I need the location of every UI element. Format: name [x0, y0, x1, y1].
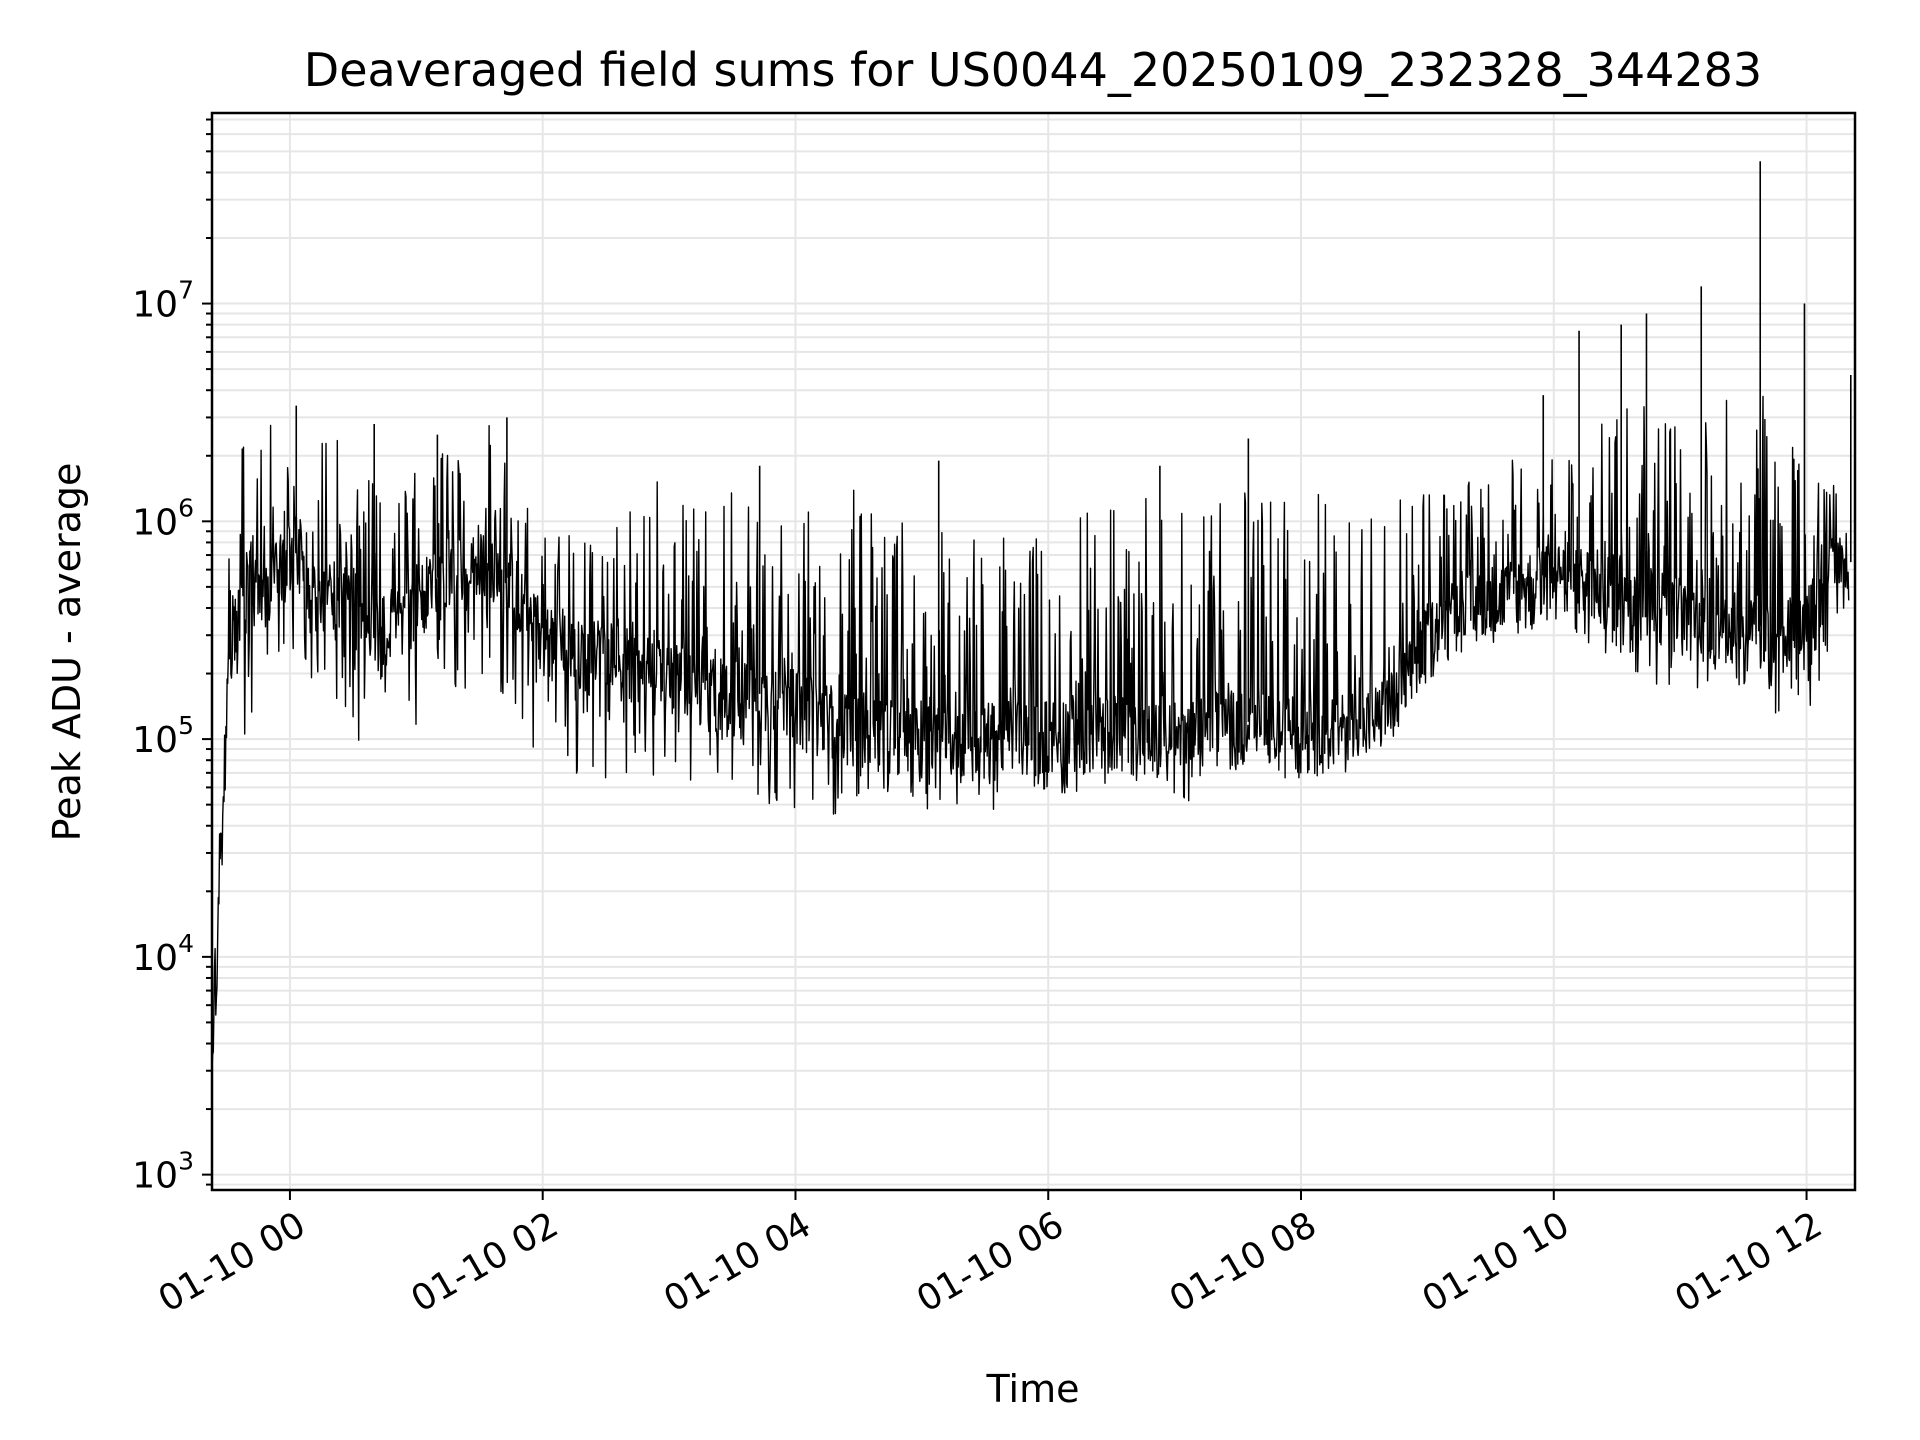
x-tick-label: 01-10 10: [1416, 1204, 1577, 1320]
plot-frame: [210, 111, 1857, 1192]
y-tick-base: 10: [132, 285, 178, 326]
x-tick-label: 01-10 04: [657, 1204, 818, 1320]
y-tick-label: 104: [132, 929, 194, 979]
x-tick-label: 01-10 08: [1163, 1204, 1324, 1320]
x-tick-label: 01-10 00: [152, 1204, 313, 1320]
y-tick-exponent: 4: [178, 929, 194, 958]
y-axis-label: Peak ADU - average: [45, 463, 89, 842]
y-tick-exponent: 6: [178, 493, 194, 522]
y-tick-exponent: 7: [178, 276, 194, 305]
chart-title: Deaveraged field sums for US0044_2025010…: [304, 43, 1762, 97]
plot-area: [211, 161, 1852, 1071]
y-tick-label: 103: [132, 1147, 194, 1197]
series-line: [211, 395, 1850, 1071]
y-tick-base: 10: [132, 938, 178, 979]
y-tick-label: 107: [132, 276, 194, 326]
x-tick-label: 01-10 06: [910, 1204, 1071, 1320]
y-tick-label: 106: [132, 493, 194, 543]
y-tick-base: 10: [132, 1156, 178, 1197]
x-axis-label: Time: [986, 1367, 1080, 1411]
y-tick-exponent: 5: [178, 711, 194, 740]
y-tick-label: 105: [132, 711, 194, 761]
y-tick-exponent: 3: [178, 1147, 194, 1176]
x-tick-label: 01-10 12: [1668, 1204, 1829, 1320]
y-tick-base: 10: [132, 502, 178, 543]
x-tick-label: 01-10 02: [405, 1204, 566, 1320]
y-tick-base: 10: [132, 720, 178, 761]
